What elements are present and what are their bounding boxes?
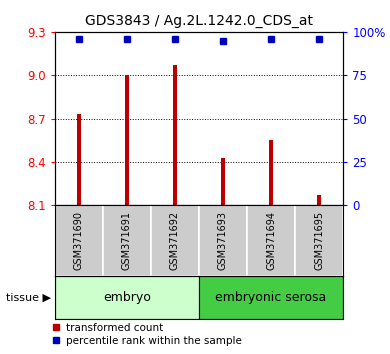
Bar bbox=[295, 205, 343, 276]
Bar bbox=[247, 205, 295, 276]
Legend: transformed count, percentile rank within the sample: transformed count, percentile rank withi… bbox=[52, 323, 241, 346]
Text: GSM371690: GSM371690 bbox=[74, 211, 83, 270]
Bar bbox=[173, 65, 177, 205]
Text: tissue ▶: tissue ▶ bbox=[6, 292, 51, 302]
Bar bbox=[125, 75, 129, 205]
Bar bbox=[151, 205, 199, 276]
Text: embryo: embryo bbox=[103, 291, 151, 304]
Bar bbox=[221, 158, 225, 205]
Text: GSM371695: GSM371695 bbox=[314, 211, 324, 270]
Bar bbox=[55, 205, 103, 276]
Bar bbox=[269, 140, 273, 205]
Bar bbox=[103, 205, 151, 276]
Bar bbox=[317, 195, 321, 205]
Text: GSM371693: GSM371693 bbox=[218, 211, 228, 270]
Bar bbox=[199, 205, 247, 276]
Bar bbox=[77, 114, 81, 205]
Text: GSM371691: GSM371691 bbox=[122, 211, 132, 270]
Text: GSM371692: GSM371692 bbox=[170, 211, 180, 270]
Bar bbox=[199, 276, 343, 319]
Text: GSM371694: GSM371694 bbox=[266, 211, 276, 270]
Bar bbox=[55, 276, 199, 319]
Text: embryonic serosa: embryonic serosa bbox=[215, 291, 327, 304]
Title: GDS3843 / Ag.2L.1242.0_CDS_at: GDS3843 / Ag.2L.1242.0_CDS_at bbox=[85, 14, 313, 28]
